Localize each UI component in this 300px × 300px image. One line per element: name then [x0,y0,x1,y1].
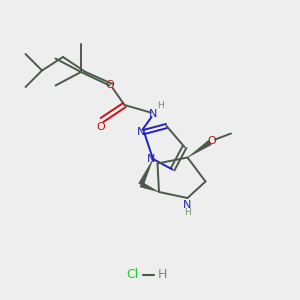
Polygon shape [139,159,153,186]
Text: N: N [137,127,145,137]
Text: N: N [147,154,156,164]
Polygon shape [188,140,212,158]
Text: O: O [207,136,216,146]
Text: O: O [106,80,115,91]
Text: O: O [97,122,106,132]
Text: Cl: Cl [126,268,138,281]
Text: H: H [157,101,164,110]
Text: N: N [149,109,157,119]
Polygon shape [140,182,159,192]
Text: H: H [157,268,167,281]
Text: H: H [184,208,191,217]
Text: N: N [183,200,192,210]
